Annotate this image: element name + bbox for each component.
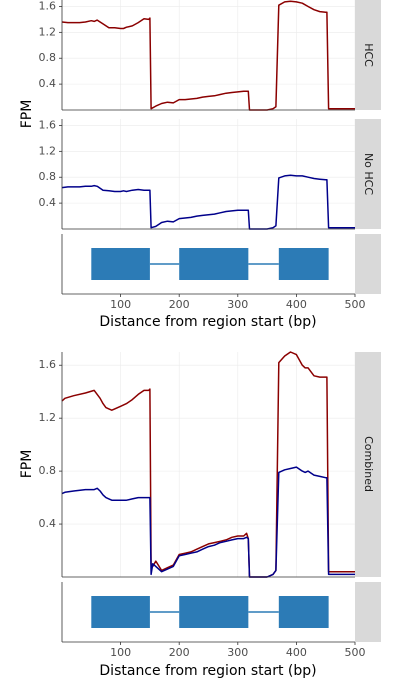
y-tick-label: 0.8 xyxy=(39,170,57,183)
bottom-x-axis-title: Distance from region start (bp) xyxy=(99,663,316,679)
y-tick-label: 1.2 xyxy=(39,411,57,424)
x-tick-label: 500 xyxy=(345,298,366,311)
x-tick-label: 100 xyxy=(110,646,131,659)
y-tick-label: 1.2 xyxy=(39,144,57,157)
gene-track-top-strip xyxy=(355,234,381,294)
panel-no-hcc: 0.4 0.8 1.2 1.6 No HCC xyxy=(39,118,382,229)
gene-track-top-features xyxy=(91,248,328,280)
bottom-y-axis-title: FPM xyxy=(19,450,35,479)
gene-track-top-xticks: 100 200 300 400 500 xyxy=(110,294,365,311)
x-tick-label: 500 xyxy=(345,646,366,659)
panel-no-hcc-yticks: 0.4 0.8 1.2 1.6 xyxy=(39,118,63,209)
exon-box xyxy=(91,596,150,628)
gene-track-bottom: 100 200 300 400 500 Distance from region sta… xyxy=(62,582,381,679)
x-tick-label: 400 xyxy=(286,646,307,659)
y-tick-label: 0.8 xyxy=(39,464,57,477)
top-x-axis-title: Distance from region start (bp) xyxy=(99,314,316,330)
y-tick-label: 1.6 xyxy=(39,358,57,371)
panel-combined-yticks: 0.4 0.8 1.2 1.6 xyxy=(39,358,63,530)
y-tick-label: 1.6 xyxy=(39,0,57,12)
panel-hcc-yticks: 0.4 0.8 1.2 1.6 xyxy=(39,0,63,90)
exon-box xyxy=(279,596,329,628)
y-tick-label: 1.2 xyxy=(39,25,57,38)
exon-box xyxy=(179,596,248,628)
y-tick-label: 0.4 xyxy=(39,196,57,209)
panel-hcc: 0.4 0.8 1.2 1.6 HCC xyxy=(39,0,382,110)
y-tick-label: 0.8 xyxy=(39,51,57,64)
panel-combined-strip-label: Combined xyxy=(362,436,375,492)
top-y-axis-title: FPM xyxy=(19,100,35,129)
exon-box xyxy=(91,248,150,280)
panel-hcc-strip-label: HCC xyxy=(362,43,375,67)
panel-hcc-background xyxy=(62,0,355,110)
gene-track-bottom-xticks: 100 200 300 400 500 xyxy=(110,642,365,659)
y-tick-label: 0.4 xyxy=(39,77,57,90)
x-tick-label: 200 xyxy=(169,646,190,659)
panel-no-hcc-strip-label: No HCC xyxy=(362,153,375,195)
x-tick-label: 400 xyxy=(286,298,307,311)
panel-no-hcc-background xyxy=(62,119,355,229)
gene-track-bottom-strip xyxy=(355,582,381,642)
panel-combined: 0.4 0.8 1.2 1.6 Combined xyxy=(39,352,382,577)
x-tick-label: 100 xyxy=(110,298,131,311)
x-tick-label: 300 xyxy=(227,646,248,659)
y-tick-label: 0.4 xyxy=(39,517,57,530)
exon-box xyxy=(279,248,329,280)
x-tick-label: 200 xyxy=(169,298,190,311)
gene-track-bottom-features xyxy=(91,596,328,628)
x-tick-label: 300 xyxy=(227,298,248,311)
y-tick-label: 1.6 xyxy=(39,118,57,131)
gene-track-top: 100 200 300 400 500 Distance from region sta… xyxy=(62,234,381,330)
exon-box xyxy=(179,248,248,280)
